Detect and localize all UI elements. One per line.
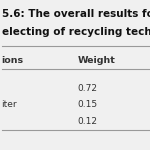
- Text: Weight: Weight: [77, 56, 115, 65]
- Text: 5.6: The overall results fo: 5.6: The overall results fo: [2, 9, 150, 20]
- Text: ions: ions: [2, 56, 24, 65]
- Text: 0.72: 0.72: [77, 84, 97, 93]
- Text: 0.15: 0.15: [77, 100, 97, 109]
- Text: iter: iter: [2, 100, 17, 109]
- Text: 0.12: 0.12: [77, 117, 97, 126]
- Text: electing of recycling tech: electing of recycling tech: [2, 27, 150, 37]
